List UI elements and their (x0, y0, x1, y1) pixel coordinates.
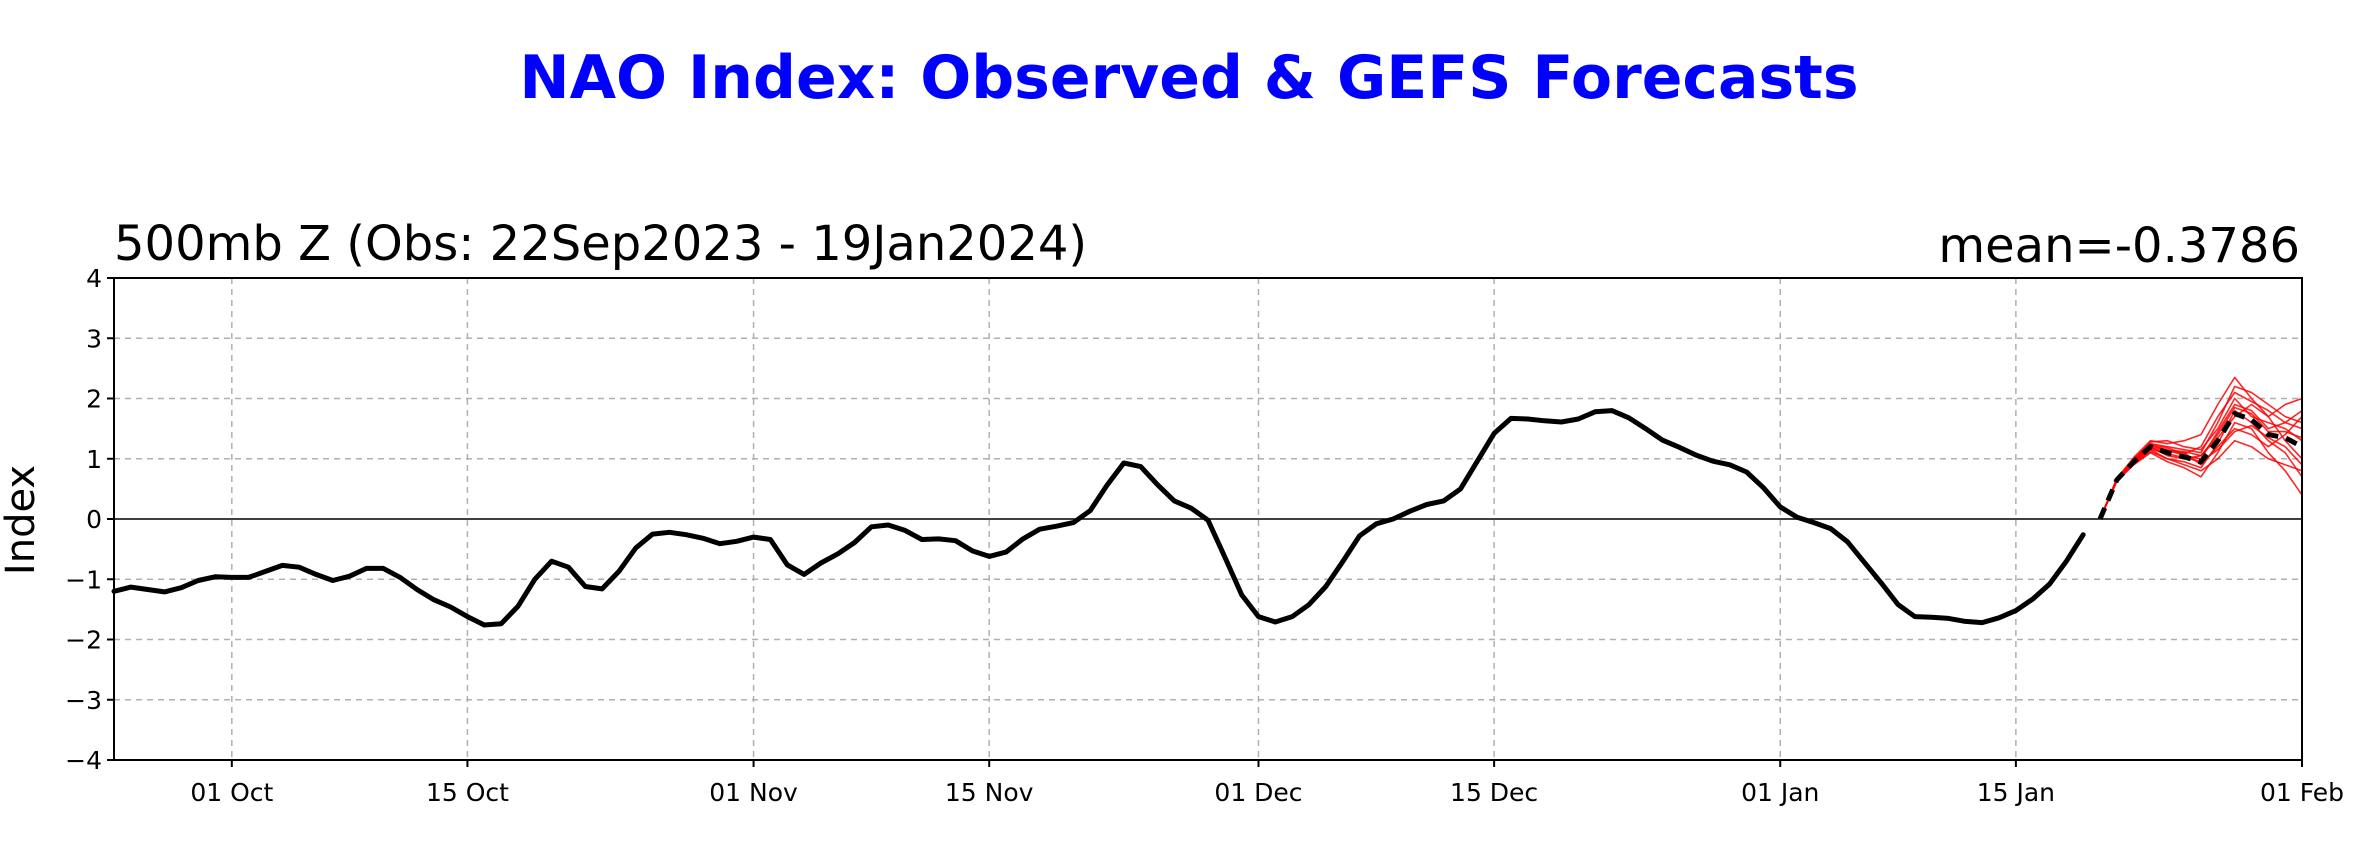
x-tick-label: 15 Nov (945, 778, 1034, 807)
y-tick-label: −2 (65, 626, 102, 655)
y-tick-label: 1 (86, 445, 102, 474)
y-axis-label: Index (0, 465, 44, 575)
x-tick-label: 01 Oct (190, 778, 273, 807)
x-tick-label: 01 Nov (709, 778, 798, 807)
x-tick-label: 01 Dec (1214, 778, 1302, 807)
x-tick-label: 01 Jan (1741, 778, 1819, 807)
ensemble-mean-line (2097, 411, 2304, 520)
y-tick-label: 0 (86, 505, 102, 534)
x-tick-label: 15 Dec (1450, 778, 1538, 807)
chart-title: NAO Index: Observed & GEFS Forecasts (519, 43, 1858, 113)
y-tick-label: −4 (65, 746, 102, 775)
axis-ticks: −4 −3 −2 −1 0 1 2 3 4 01 Oct 15 Oct 01 Nov 15 Nov 01 … (65, 264, 2344, 807)
y-tick-label: 3 (86, 324, 102, 353)
x-tick-label: 01 Feb (2260, 778, 2344, 807)
ensemble-member-line (2099, 424, 2303, 520)
y-tick-label: −3 (65, 686, 102, 715)
ensemble-member-line (2099, 385, 2303, 520)
ensemble-mean-series (2097, 411, 2304, 520)
y-tick-label: 2 (86, 385, 102, 414)
y-tick-label: −1 (65, 565, 102, 594)
x-tick-label: 15 Oct (426, 778, 509, 807)
observed-series (111, 408, 2086, 628)
chart-subtitle-observation-period: 500mb Z (Obs: 22Sep2023 - 19Jan2024) (114, 216, 1087, 272)
y-tick-label: 4 (86, 264, 102, 293)
chart-subtitle-mean: mean=-0.3786 (1938, 218, 2300, 274)
observed-index-line (111, 408, 2086, 628)
x-tick-label: 15 Jan (1977, 778, 2055, 807)
grid (114, 278, 2303, 760)
